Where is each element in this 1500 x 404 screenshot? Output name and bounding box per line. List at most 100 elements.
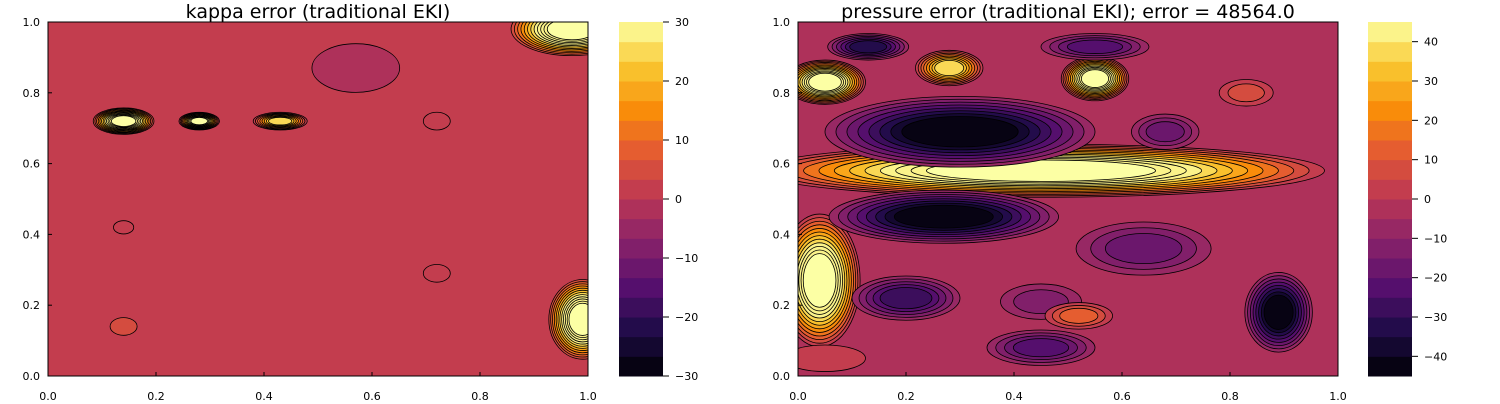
contour-level xyxy=(893,204,994,229)
colorbar-tick-label: 20 xyxy=(1424,114,1438,127)
y-tick-label: 0.2 xyxy=(773,299,791,312)
colorbar-tick-label: −40 xyxy=(1424,350,1447,363)
contour-feature-7 xyxy=(828,189,1059,244)
colorbar-tick-label: 0 xyxy=(675,193,682,206)
colorbar-band xyxy=(619,61,663,82)
contour-level xyxy=(1012,338,1070,358)
colorbar-band xyxy=(1368,41,1412,62)
contour-feature-7 xyxy=(109,317,138,336)
colorbar-band xyxy=(1368,199,1412,220)
y-tick-label: 0.0 xyxy=(773,370,791,383)
contour-level xyxy=(879,287,933,310)
plot-frame xyxy=(797,21,1339,377)
contour-level xyxy=(1104,233,1183,265)
colorbar-tick-label: 20 xyxy=(675,75,689,88)
contour-level xyxy=(901,116,1019,148)
contour-feature-17 xyxy=(1040,33,1150,61)
y-tick-label: 0.2 xyxy=(23,299,41,312)
colorbar-tick-label: −30 xyxy=(1424,311,1447,324)
y-tick-label: 1.0 xyxy=(773,16,791,29)
colorbar-tick-label: −30 xyxy=(675,370,698,383)
colorbar-band xyxy=(1368,61,1412,82)
contour-level xyxy=(1227,83,1265,103)
y-tick-label: 0.8 xyxy=(23,87,41,100)
contour-level xyxy=(802,253,837,308)
x-tick-label: 0.2 xyxy=(897,390,915,400)
colorbar-tick-label: 0 xyxy=(1424,193,1431,206)
contour-feature-8 xyxy=(113,220,135,235)
contour-feature-3 xyxy=(252,111,308,131)
contour-level xyxy=(934,59,965,77)
colorbar-band xyxy=(1368,336,1412,357)
colorbar-tick-label: −20 xyxy=(1424,272,1447,285)
colorbar-band xyxy=(1368,179,1412,200)
contour-level xyxy=(1080,69,1110,88)
contour-level xyxy=(849,40,888,54)
contour-level xyxy=(113,220,135,235)
contour-level xyxy=(110,115,137,127)
colorbar-band xyxy=(619,218,663,239)
contour-features xyxy=(92,22,588,360)
contour-feature-1 xyxy=(92,107,155,135)
contour-level xyxy=(190,117,208,126)
x-tick-label: 1.0 xyxy=(579,390,597,400)
contour-feature-5 xyxy=(1060,56,1130,102)
colorbar-band xyxy=(619,159,663,180)
x-tick-label: 0.6 xyxy=(1113,390,1131,400)
contour-feature-14 xyxy=(1218,79,1274,107)
y-tick-label: 0.6 xyxy=(23,158,41,171)
contour-level xyxy=(1066,39,1124,54)
contour-feature-11 xyxy=(1044,302,1113,330)
contour-level xyxy=(311,43,401,93)
colorbar-band xyxy=(1368,277,1412,298)
y-tick-label: 1.0 xyxy=(23,16,41,29)
colorbar-tick-label: 10 xyxy=(1424,154,1438,167)
chart-title: kappa error (traditional EKI) xyxy=(186,1,451,23)
colorbar-tick-label: −20 xyxy=(675,311,698,324)
contour-feature-8 xyxy=(1244,272,1313,353)
contour-level xyxy=(1145,121,1185,143)
contour-feature-6 xyxy=(824,95,1096,168)
colorbar-tick-label: −10 xyxy=(675,252,698,265)
colorbar-band xyxy=(1368,238,1412,259)
colorbar-band xyxy=(1368,258,1412,279)
colorbar-band xyxy=(619,356,663,377)
colorbar-band xyxy=(1368,159,1412,180)
colorbar-band xyxy=(619,120,663,141)
contour-feature-10 xyxy=(548,279,588,360)
contour-level xyxy=(546,22,588,41)
x-tick-label: 0.8 xyxy=(471,390,489,400)
contour-level xyxy=(109,317,138,336)
colorbar-tick-label: 30 xyxy=(1424,75,1438,88)
colorbar-band xyxy=(619,258,663,279)
contour-feature-3 xyxy=(798,59,866,105)
colorbar-tick-label: 30 xyxy=(675,16,689,29)
contour-level xyxy=(1263,294,1294,330)
colorbar: −30 −20 −10 0 10 20 30 xyxy=(619,16,698,383)
colorbar-band xyxy=(1368,100,1412,121)
colorbar-band xyxy=(1368,317,1412,338)
contour-feature-9 xyxy=(510,22,588,57)
colorbar-band xyxy=(1368,22,1412,43)
colorbar-band xyxy=(619,297,663,318)
contour-level xyxy=(1059,307,1099,324)
x-tick-label: 0.4 xyxy=(255,390,273,400)
contour-feature-6 xyxy=(422,264,451,283)
contour-level xyxy=(568,302,588,336)
contour-level xyxy=(268,116,293,126)
x-tick-label: 0.8 xyxy=(1221,390,1239,400)
contour-feature-16 xyxy=(827,33,910,61)
contour-feature-5 xyxy=(422,111,451,131)
x-tick-label: 0.2 xyxy=(147,390,165,400)
chart-title: pressure error (traditional EKI); error … xyxy=(841,1,1295,23)
colorbar-band xyxy=(1368,140,1412,161)
contour-feature-4 xyxy=(915,49,984,87)
colorbar-band xyxy=(1368,218,1412,239)
colorbar-band xyxy=(619,22,663,43)
contour-level xyxy=(798,344,866,372)
x-tick-label: 0.0 xyxy=(789,390,807,400)
contour-level xyxy=(422,264,451,283)
colorbar-band xyxy=(1368,120,1412,141)
